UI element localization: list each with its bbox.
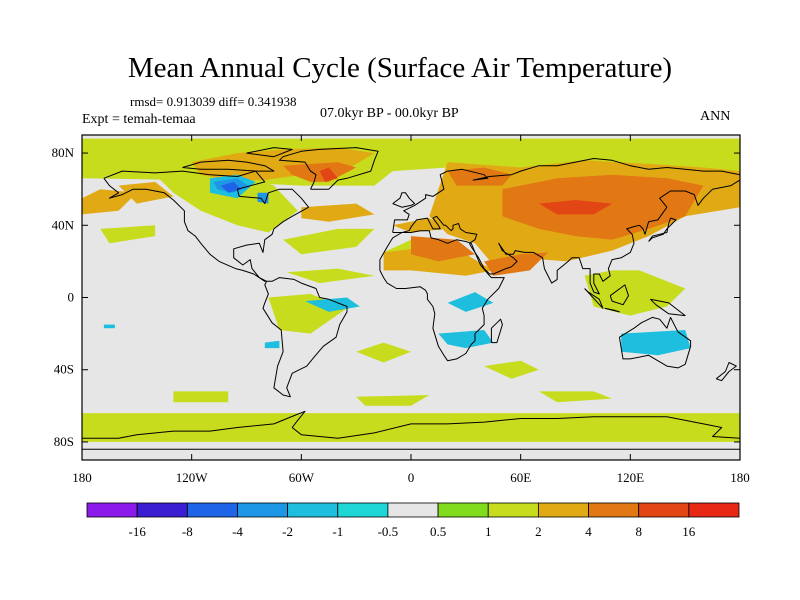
anomaly-region [538,391,613,403]
anomaly-region [484,360,539,379]
anomaly-region [286,268,375,284]
anomaly-region [82,413,740,442]
colorbar-swatch [588,502,640,518]
anomaly-region [264,340,280,349]
period-label: 07.0kyr BP - 00.0kyr BP [320,106,459,121]
coastline [618,316,692,369]
colorbar-label: 4 [585,524,592,539]
y-tick-label: 40N [52,217,75,232]
anomaly-region [283,162,357,182]
coastline [490,318,503,344]
y-tick-label: 0 [68,290,75,305]
x-tick-label: 60W [289,470,315,485]
x-tick-label: 0 [408,470,415,485]
colorbar-swatch [287,502,339,518]
stats-text: rmsd= 0.913039 diff= 0.341938 [130,94,297,109]
anomaly-region [484,252,549,276]
coastline [182,159,275,172]
colorbar-swatch [186,502,238,518]
coastline [650,298,686,317]
x-tick-label: 120W [176,470,209,485]
anomaly-region [155,171,298,233]
coastline [392,158,740,295]
coastline [379,230,505,362]
coastline [103,170,348,398]
coastline [609,284,629,306]
colorbar-swatch [86,502,138,518]
anomaly-region [220,181,241,193]
colorbar-swatch [136,502,188,518]
anomaly-region [103,324,115,329]
colorbar-label: -1 [332,524,343,539]
coastline [278,147,379,190]
x-tick-label: 60E [510,470,531,485]
anomaly-region [621,330,691,356]
anomaly-region [538,200,613,215]
anomaly-region [305,297,360,312]
anomaly-region [118,181,174,204]
anomaly-region [356,395,430,406]
anomaly-region [100,225,156,244]
x-tick-label: 120E [617,470,645,485]
anomaly-region [411,236,475,262]
colorbar-swatch [688,502,740,518]
colorbar-label: 8 [635,524,642,539]
x-tick-label: 180 [730,470,750,485]
coastline [246,147,293,158]
anomaly-region [301,203,375,222]
anomaly-region [447,167,512,186]
colorbar-swatch [537,502,589,518]
colorbar-swatch [437,502,489,518]
anomaly-region [283,228,375,255]
anomaly-region [356,342,411,363]
coastline [82,410,740,439]
coastline [648,217,677,242]
colorbar-label: -8 [182,524,193,539]
coastline [392,192,416,208]
anomaly-region [82,189,137,215]
colorbar-label: -2 [282,524,293,539]
colorbar-label: 2 [535,524,542,539]
chart-title: Mean Annual Cycle (Surface Air Temperatu… [127,52,673,84]
colorbar-label: -16 [129,524,147,539]
colorbar-label: 1 [485,524,492,539]
colorbar-swatch [387,502,439,518]
colorbar-label: -0.5 [378,524,399,539]
coastline [604,307,620,313]
y-tick-label: 40S [54,362,74,377]
anomaly-region [584,270,686,316]
anomaly-region [319,167,338,182]
colorbar-label: 16 [682,524,696,539]
anomaly-region [173,391,229,403]
x-tick-label: 180 [72,470,92,485]
season-label: ANN [700,109,731,124]
colorbar-label: -4 [232,524,243,539]
x-axis: 180 120W 60W 0 60E 120E 180 [72,135,750,485]
colorbar-swatch [638,502,690,518]
colorbar-swatch [337,502,389,518]
colorbar-swatch [487,502,539,518]
coastline [715,362,737,382]
anomaly-region [447,292,494,312]
coastlines [82,147,740,450]
y-axis: 80N 40N 0 40S 80S [52,145,740,449]
colorbar-label: 0.5 [430,524,446,539]
colorbar: -16 -8 -4 -2 -1 -0.5 0.5 1 2 4 8 16 [86,502,740,539]
experiment-label: Expt = temah-temaa [82,112,196,127]
colorbar-swatch [237,502,289,518]
y-tick-label: 80S [54,434,74,449]
anomaly-region [438,330,494,349]
y-tick-label: 80N [52,145,75,160]
coastline [584,288,604,309]
